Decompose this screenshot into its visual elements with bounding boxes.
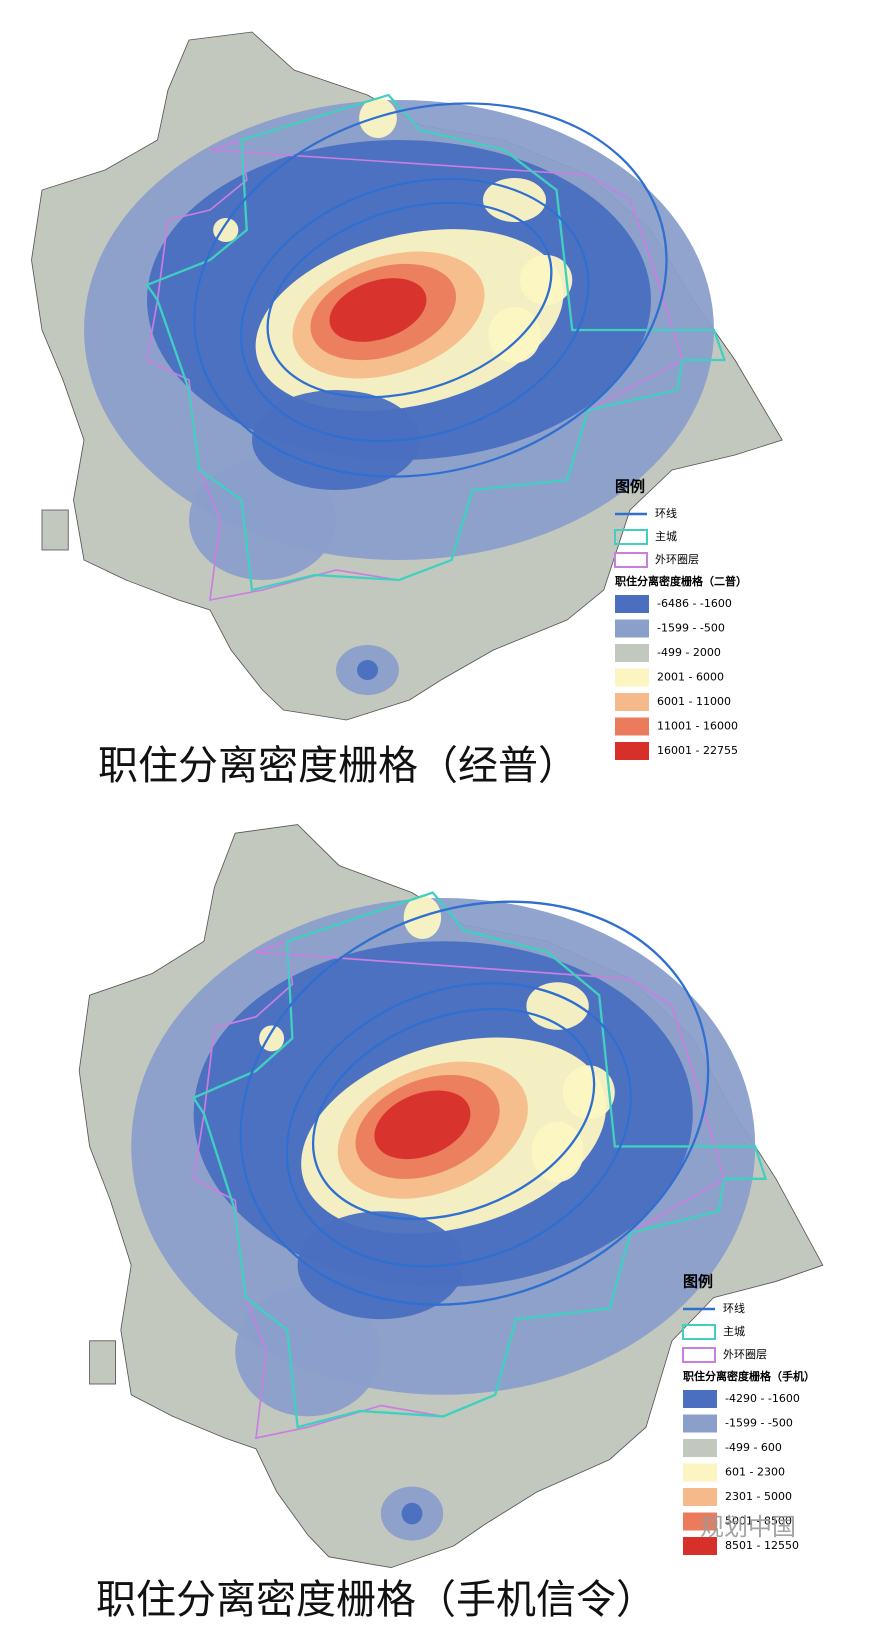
- density-area: [297, 1211, 464, 1320]
- legend-main-swatch: [682, 1324, 716, 1340]
- legend-class-swatch: [615, 595, 649, 613]
- legend-class-swatch: [683, 1390, 717, 1408]
- island: [89, 1340, 117, 1385]
- legend-class-label: 2301 - 5000: [725, 1490, 792, 1503]
- legend-class-swatch: [615, 619, 649, 638]
- legend-title: 图例: [615, 478, 645, 496]
- legend-main-swatch: [614, 529, 648, 545]
- legend-class-swatch: [615, 644, 649, 662]
- legend-outer-label: 外环圈层: [655, 553, 699, 566]
- legend-class-swatch: [615, 742, 649, 760]
- legend-raster-title: 职住分离密度栅格（手机）: [683, 1369, 815, 1383]
- density-area: [401, 1502, 423, 1525]
- legend-class-swatch: [615, 668, 649, 687]
- watermark: 规划中国: [700, 1513, 796, 1541]
- legend-class-label: -499 - 600: [725, 1441, 782, 1454]
- legend-ring-label: 环线: [723, 1301, 745, 1315]
- legend-class-label: 6001 - 11000: [657, 695, 731, 708]
- legend-class-swatch: [683, 1463, 717, 1482]
- legend-class-label: 16001 - 22755: [657, 744, 738, 757]
- legend-outer-label: 外环圈层: [723, 1348, 767, 1361]
- legend-outer-swatch: [614, 552, 648, 568]
- density-area: [562, 1065, 615, 1120]
- map-caption: 职住分离密度栅格（手机信令）: [96, 1577, 656, 1623]
- legend-class-swatch: [683, 1439, 717, 1457]
- outer-ring-boundary: [192, 940, 725, 1440]
- ring-road: [266, 201, 553, 399]
- ring-road: [285, 982, 632, 1268]
- island: [41, 509, 69, 551]
- density-area: [374, 1090, 471, 1160]
- ring-road: [239, 900, 710, 1306]
- legend-class-label: -499 - 2000: [657, 646, 721, 659]
- ring-road: [239, 177, 590, 443]
- density-area: [519, 255, 573, 305]
- legend-class-label: 8501 - 12550: [725, 1539, 799, 1552]
- ring-road: [193, 102, 668, 478]
- density-area: [488, 307, 541, 363]
- legend-class-swatch: [683, 1537, 717, 1555]
- legend-ring-label: 环线: [655, 506, 677, 520]
- legend-class-label: 601 - 2300: [725, 1466, 785, 1479]
- density-area: [251, 390, 420, 490]
- legend-main-label: 主城: [723, 1325, 745, 1338]
- map-caption: 职住分离密度栅格（经普）: [98, 743, 578, 789]
- legend-main-label: 主城: [655, 530, 677, 543]
- legend-class-swatch: [683, 1512, 717, 1531]
- density-area: [531, 1121, 584, 1183]
- density-area: [329, 278, 427, 342]
- main-city-boundary: [191, 891, 768, 1429]
- legend-class-swatch: [683, 1488, 717, 1506]
- map: [31, 31, 783, 721]
- outer-ring-boundary: [146, 138, 684, 602]
- legend-class-swatch: [615, 717, 649, 736]
- legend-class-label: -6486 - -1600: [657, 597, 732, 610]
- legend-class-label: 5001 - 8500: [725, 1515, 792, 1528]
- legend-title: 图例: [683, 1273, 713, 1291]
- ring-road: [311, 1007, 596, 1221]
- legend-class-swatch: [615, 693, 649, 711]
- legend-class-label: -1599 - -500: [657, 622, 725, 635]
- legend-class-label: 2001 - 6000: [657, 671, 724, 684]
- density-area: [356, 660, 378, 680]
- legend-class-swatch: [683, 1414, 717, 1433]
- legend-class-label: 11001 - 16000: [657, 720, 738, 733]
- main-city-boundary: [145, 93, 727, 592]
- legend-raster-title: 职住分离密度栅格（二普）: [615, 574, 747, 588]
- legend-outer-swatch: [682, 1347, 716, 1363]
- legend-class-label: -1599 - -500: [725, 1417, 793, 1430]
- map: [78, 824, 824, 1569]
- legend-class-label: -4290 - -1600: [725, 1392, 800, 1405]
